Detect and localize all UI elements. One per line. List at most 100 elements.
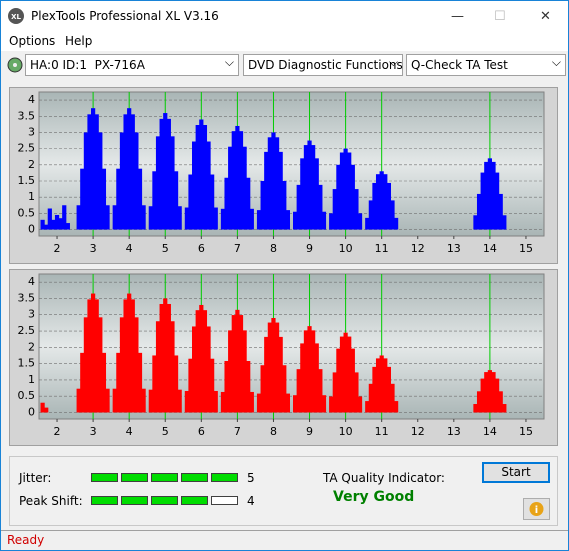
y-tick-label: 2 — [28, 340, 35, 353]
bar — [271, 132, 276, 230]
meter-segment — [91, 473, 118, 482]
bar — [278, 151, 283, 230]
bar — [473, 404, 478, 413]
bar — [314, 343, 319, 413]
x-tick-label: 9 — [306, 425, 313, 438]
bar — [127, 293, 132, 413]
bar — [314, 158, 319, 230]
y-tick-label: 3 — [28, 125, 35, 138]
function-select[interactable]: DVD Diagnostic Functions — [243, 54, 403, 76]
bar — [152, 171, 157, 230]
bar — [480, 172, 485, 230]
bar — [311, 330, 316, 413]
maximize-button[interactable]: ☐ — [494, 9, 506, 24]
bar — [47, 208, 52, 230]
bar — [141, 388, 146, 413]
bar — [347, 336, 352, 413]
info-button[interactable]: i — [523, 498, 550, 520]
bar — [231, 315, 236, 413]
bar — [390, 383, 395, 413]
bar — [339, 152, 345, 230]
bar — [220, 391, 226, 413]
bar — [195, 310, 200, 413]
bar — [105, 205, 110, 230]
app-icon: XL — [8, 8, 24, 24]
bar — [350, 164, 355, 230]
bar — [101, 168, 107, 230]
bar — [249, 208, 254, 230]
bar — [173, 171, 179, 230]
x-tick-label: 5 — [162, 425, 169, 438]
x-tick-label: 11 — [375, 425, 389, 438]
bar — [495, 378, 500, 413]
bar — [271, 317, 276, 413]
x-tick-label: 7 — [234, 242, 241, 255]
peak-shift-label: Peak Shift: — [19, 494, 83, 508]
meter-segment — [121, 496, 148, 505]
y-tick-label: 3.5 — [18, 109, 36, 122]
bar — [282, 365, 287, 413]
x-tick-label: 5 — [162, 242, 169, 255]
window-title: PlexTools Professional XL V3.16 — [31, 9, 219, 23]
menu-item[interactable]: Help — [65, 34, 93, 48]
bar — [293, 211, 298, 230]
bar — [357, 396, 363, 413]
x-tick-label: 4 — [126, 242, 133, 255]
bar — [119, 132, 125, 230]
drive-select[interactable]: HA:0 ID:1 PX-716A — [25, 54, 239, 76]
bar — [51, 219, 56, 230]
bar — [303, 145, 309, 230]
test-select[interactable]: Q-Check TA Test — [406, 54, 566, 76]
bar — [76, 205, 81, 230]
bar — [307, 326, 312, 413]
bar — [476, 193, 482, 230]
bar — [188, 174, 193, 230]
bar — [123, 299, 128, 413]
bar — [375, 174, 381, 230]
bar — [339, 336, 345, 413]
y-tick-label: 4 — [28, 275, 35, 288]
bar — [484, 161, 489, 230]
bar — [476, 391, 482, 413]
bar — [166, 118, 171, 230]
start-button[interactable]: Start — [482, 462, 550, 483]
bar — [87, 114, 92, 230]
bar — [40, 402, 45, 413]
bar — [368, 383, 373, 413]
bar — [365, 217, 370, 230]
y-tick-label: 0 — [28, 405, 35, 418]
close-button[interactable]: ✕ — [540, 9, 551, 24]
bar — [166, 303, 171, 413]
status-bar — [1, 530, 568, 550]
menu-item[interactable]: Options — [9, 34, 56, 48]
bar — [296, 184, 301, 230]
bar — [152, 355, 157, 413]
bar — [267, 322, 272, 413]
bar — [274, 137, 280, 230]
bar — [127, 108, 132, 230]
bar — [375, 358, 381, 413]
bar — [134, 317, 139, 413]
bar — [87, 299, 92, 413]
bar — [224, 361, 229, 413]
bar — [137, 352, 143, 413]
minimize-button[interactable]: — — [451, 9, 464, 24]
bar — [260, 365, 265, 413]
bar — [105, 388, 110, 413]
bar — [318, 369, 323, 413]
bar — [80, 168, 85, 230]
bar — [383, 358, 388, 413]
bar — [372, 366, 377, 413]
jitter-label: Jitter: — [19, 471, 52, 485]
bar — [83, 317, 88, 413]
y-tick-label: 1 — [28, 190, 35, 203]
bar — [44, 224, 49, 230]
bar — [329, 213, 334, 230]
bar — [495, 172, 500, 230]
bar — [163, 298, 168, 413]
bar — [256, 393, 262, 413]
bar — [94, 114, 99, 230]
bar — [231, 131, 236, 230]
bar — [318, 184, 323, 230]
